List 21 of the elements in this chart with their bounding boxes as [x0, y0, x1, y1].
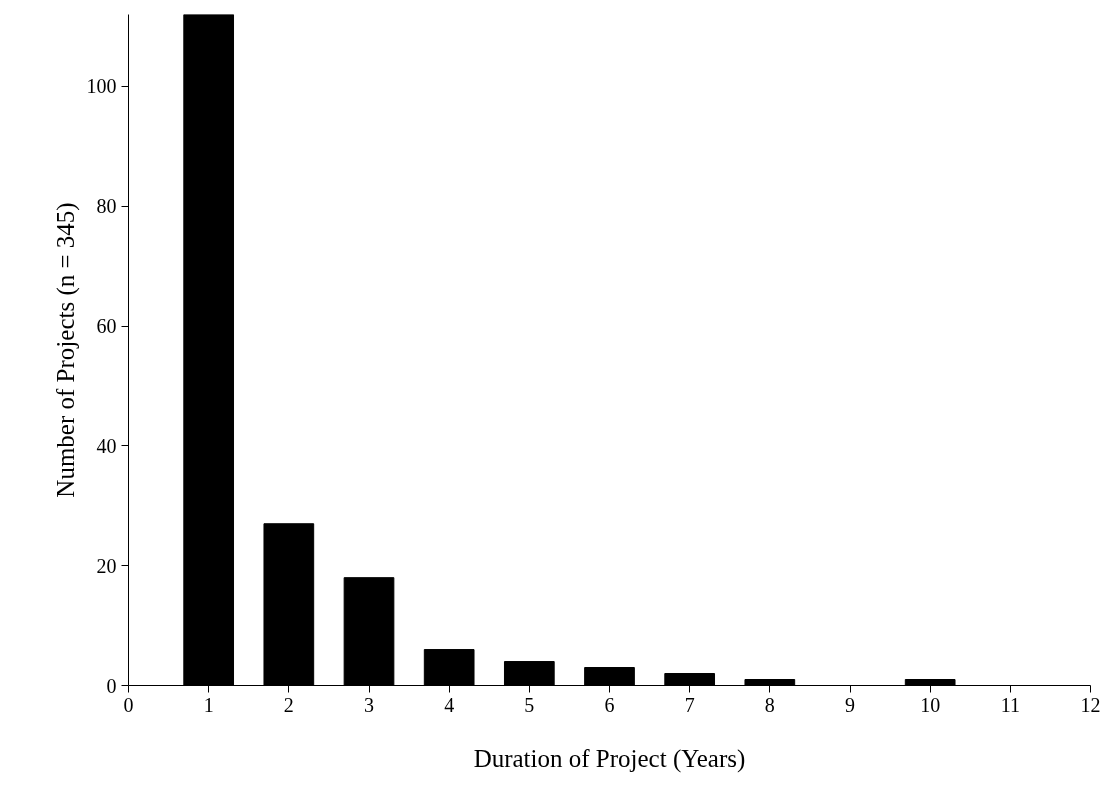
x-tick-label: 8: [764, 693, 775, 716]
x-tick-label: 9: [845, 693, 855, 716]
x-axis-title: Duration of Project (Years): [473, 744, 746, 773]
y-tick-label: 80: [96, 195, 117, 218]
y-tick-label: 40: [96, 434, 117, 457]
x-tick-label: 0: [123, 693, 134, 716]
x-tick-label: 2: [283, 693, 294, 716]
x-tick-label: 10: [920, 693, 941, 716]
x-tick-label: 5: [524, 693, 535, 716]
x-tick-label: 1: [203, 693, 214, 716]
y-tick-label: 0: [106, 674, 117, 697]
x-tick-label: 3: [364, 693, 374, 716]
x-tick-label: 11: [1000, 693, 1020, 716]
y-tick-label: 100: [86, 75, 117, 98]
x-tick-label: 7: [684, 693, 695, 716]
x-tick-label: 12: [1080, 693, 1101, 716]
y-tick-label: 60: [96, 315, 117, 338]
y-axis-title: Number of Projects (n = 345): [51, 202, 80, 498]
x-tick-label: 6: [604, 693, 615, 716]
y-tick-label: 20: [96, 554, 117, 577]
x-tick-label: 4: [444, 693, 455, 716]
